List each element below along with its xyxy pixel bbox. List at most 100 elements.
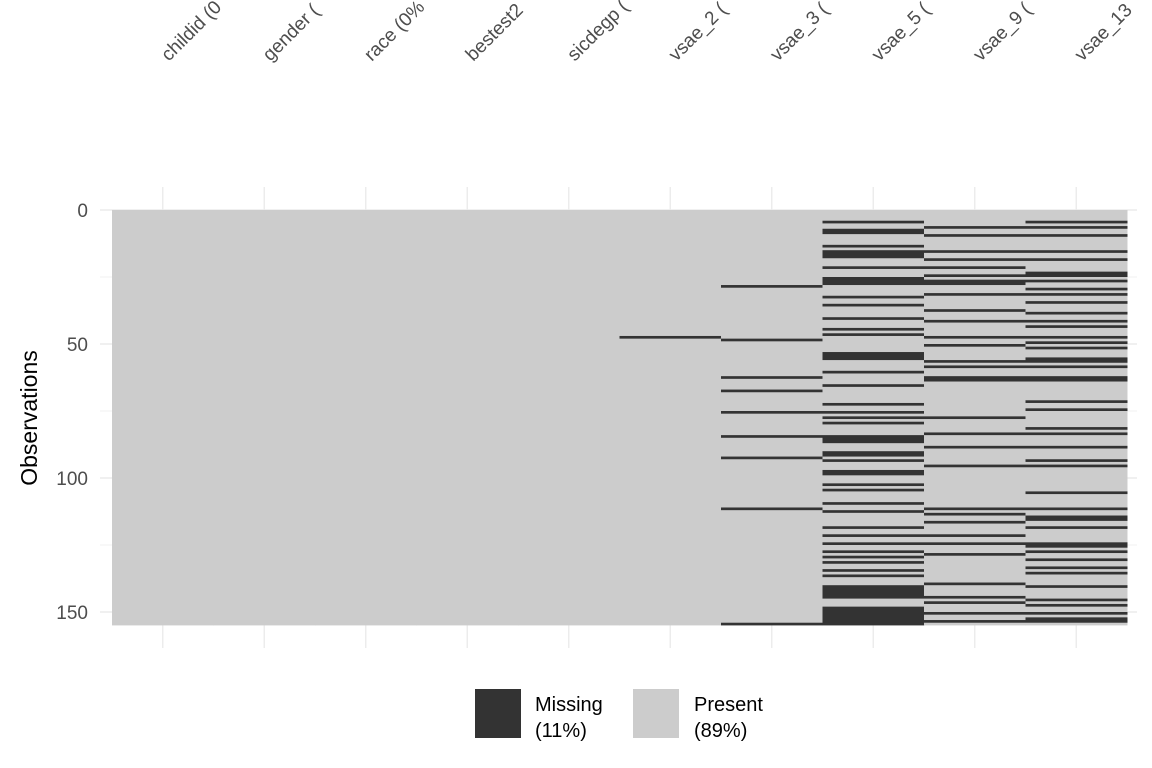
- missing-cell: [924, 335, 1026, 339]
- missing-cell: [1025, 301, 1128, 304]
- missing-cell: [721, 285, 823, 288]
- missing-cell: [924, 309, 1026, 312]
- missing-cell: [1025, 287, 1128, 291]
- missing-cell: [822, 510, 925, 513]
- missing-cell: [822, 244, 925, 248]
- missing-cell: [924, 319, 1026, 323]
- missing-cell: [822, 327, 925, 331]
- missing-cell: [822, 483, 925, 487]
- missing-cell: [822, 606, 925, 626]
- missing-cell: [619, 335, 722, 339]
- missing-cell: [822, 266, 925, 269]
- present-column-3: [315, 210, 417, 626]
- missing-cell: [924, 601, 1026, 604]
- plot-cells: [112, 210, 1128, 626]
- missing-cell: [822, 250, 925, 259]
- x-tick-label: vsae_9 (: [969, 0, 1036, 66]
- legend-pct-present: (89%): [694, 720, 747, 742]
- missing-cell: [924, 360, 1026, 363]
- missing-cell: [924, 620, 1026, 623]
- missing-cell: [721, 622, 823, 626]
- legend-label-missing: Missing: [535, 694, 603, 716]
- missing-cell: [1025, 571, 1128, 575]
- missing-cell: [924, 250, 1026, 253]
- missing-cell: [822, 459, 925, 462]
- missing-cell: [924, 520, 1026, 524]
- missing-cell: [1025, 234, 1128, 237]
- legend-swatch-present: [633, 689, 679, 738]
- missing-cell: [1025, 617, 1128, 623]
- missing-cell: [822, 416, 925, 420]
- missing-cell: [924, 258, 1026, 261]
- missing-cell: [924, 293, 1026, 296]
- y-axis-labels: 0 50 100 150: [56, 201, 88, 624]
- missing-cell: [822, 585, 925, 599]
- missing-cell: [924, 432, 1026, 436]
- missing-cell: [822, 435, 925, 444]
- missing-cell: [924, 365, 1026, 369]
- y-tick-label: 150: [56, 603, 88, 624]
- missing-cell: [1025, 271, 1128, 277]
- missing-cell: [822, 502, 925, 505]
- missing-cell: [924, 612, 1026, 615]
- missing-cell: [721, 435, 823, 438]
- missing-cell: [822, 220, 925, 224]
- present-column-1: [112, 210, 214, 626]
- missing-cell: [822, 370, 925, 374]
- missing-cell: [1025, 526, 1128, 529]
- missing-cell: [822, 295, 925, 299]
- missing-cell: [822, 542, 925, 545]
- present-column-4: [416, 210, 519, 626]
- legend-swatch-missing: [475, 689, 521, 738]
- missing-cell: [1025, 445, 1128, 449]
- y-tick-label: 50: [67, 335, 88, 356]
- missing-cell: [822, 228, 925, 235]
- x-tick-label: vsae_5 (: [868, 0, 935, 66]
- x-tick-label: bestest2: [462, 0, 528, 66]
- missing-cell: [1025, 311, 1128, 315]
- missing-cell: [1025, 325, 1128, 328]
- x-tick-label: gender (: [259, 0, 324, 65]
- missing-cell: [924, 534, 1026, 537]
- missing-cell: [1025, 279, 1128, 283]
- missing-cell: [1025, 220, 1128, 224]
- missing-cell: [1025, 515, 1128, 521]
- missing-cell: [822, 384, 925, 387]
- missing-cell: [822, 574, 925, 578]
- x-axis-labels: childid (0 gender (race (0% bestest2 sicdeg…: [157, 0, 1136, 66]
- x-tick-label: childid (0: [157, 0, 226, 66]
- missing-cell: [1025, 507, 1128, 511]
- missing-cell: [924, 344, 1026, 347]
- missing-cell: [1025, 365, 1128, 369]
- x-tick-label: race (0%: [360, 0, 429, 66]
- present-column-7: [721, 210, 823, 626]
- missing-cell: [1025, 491, 1128, 495]
- missing-cell: [924, 553, 1026, 556]
- missing-cell: [924, 507, 1026, 511]
- missing-cell: [822, 561, 925, 564]
- present-column-6: [619, 210, 722, 626]
- missing-cell: [1025, 258, 1128, 261]
- missing-cell: [924, 266, 1026, 269]
- missing-cell: [924, 234, 1026, 237]
- missing-cell: [822, 411, 925, 414]
- missing-cell: [1025, 598, 1128, 602]
- missing-cell: [924, 595, 1026, 599]
- legend-pct-missing: (11%): [535, 720, 587, 742]
- missing-cell: [1025, 335, 1128, 339]
- missing-cell: [822, 488, 925, 492]
- missing-cell: [721, 338, 823, 342]
- missing-cell: [822, 555, 925, 559]
- missing-cell: [924, 542, 1026, 545]
- x-tick-label: vsae_13: [1071, 0, 1137, 66]
- missing-cell: [1025, 226, 1128, 229]
- missing-cell: [822, 569, 925, 572]
- missing-cell: [1025, 550, 1128, 554]
- missing-cell: [1025, 376, 1128, 382]
- missing-cell: [822, 451, 925, 457]
- legend: Missing (11%) Present (89%): [475, 689, 763, 742]
- missing-cell: [822, 277, 925, 286]
- missing-cell: [924, 445, 1026, 449]
- missing-cell: [721, 507, 823, 511]
